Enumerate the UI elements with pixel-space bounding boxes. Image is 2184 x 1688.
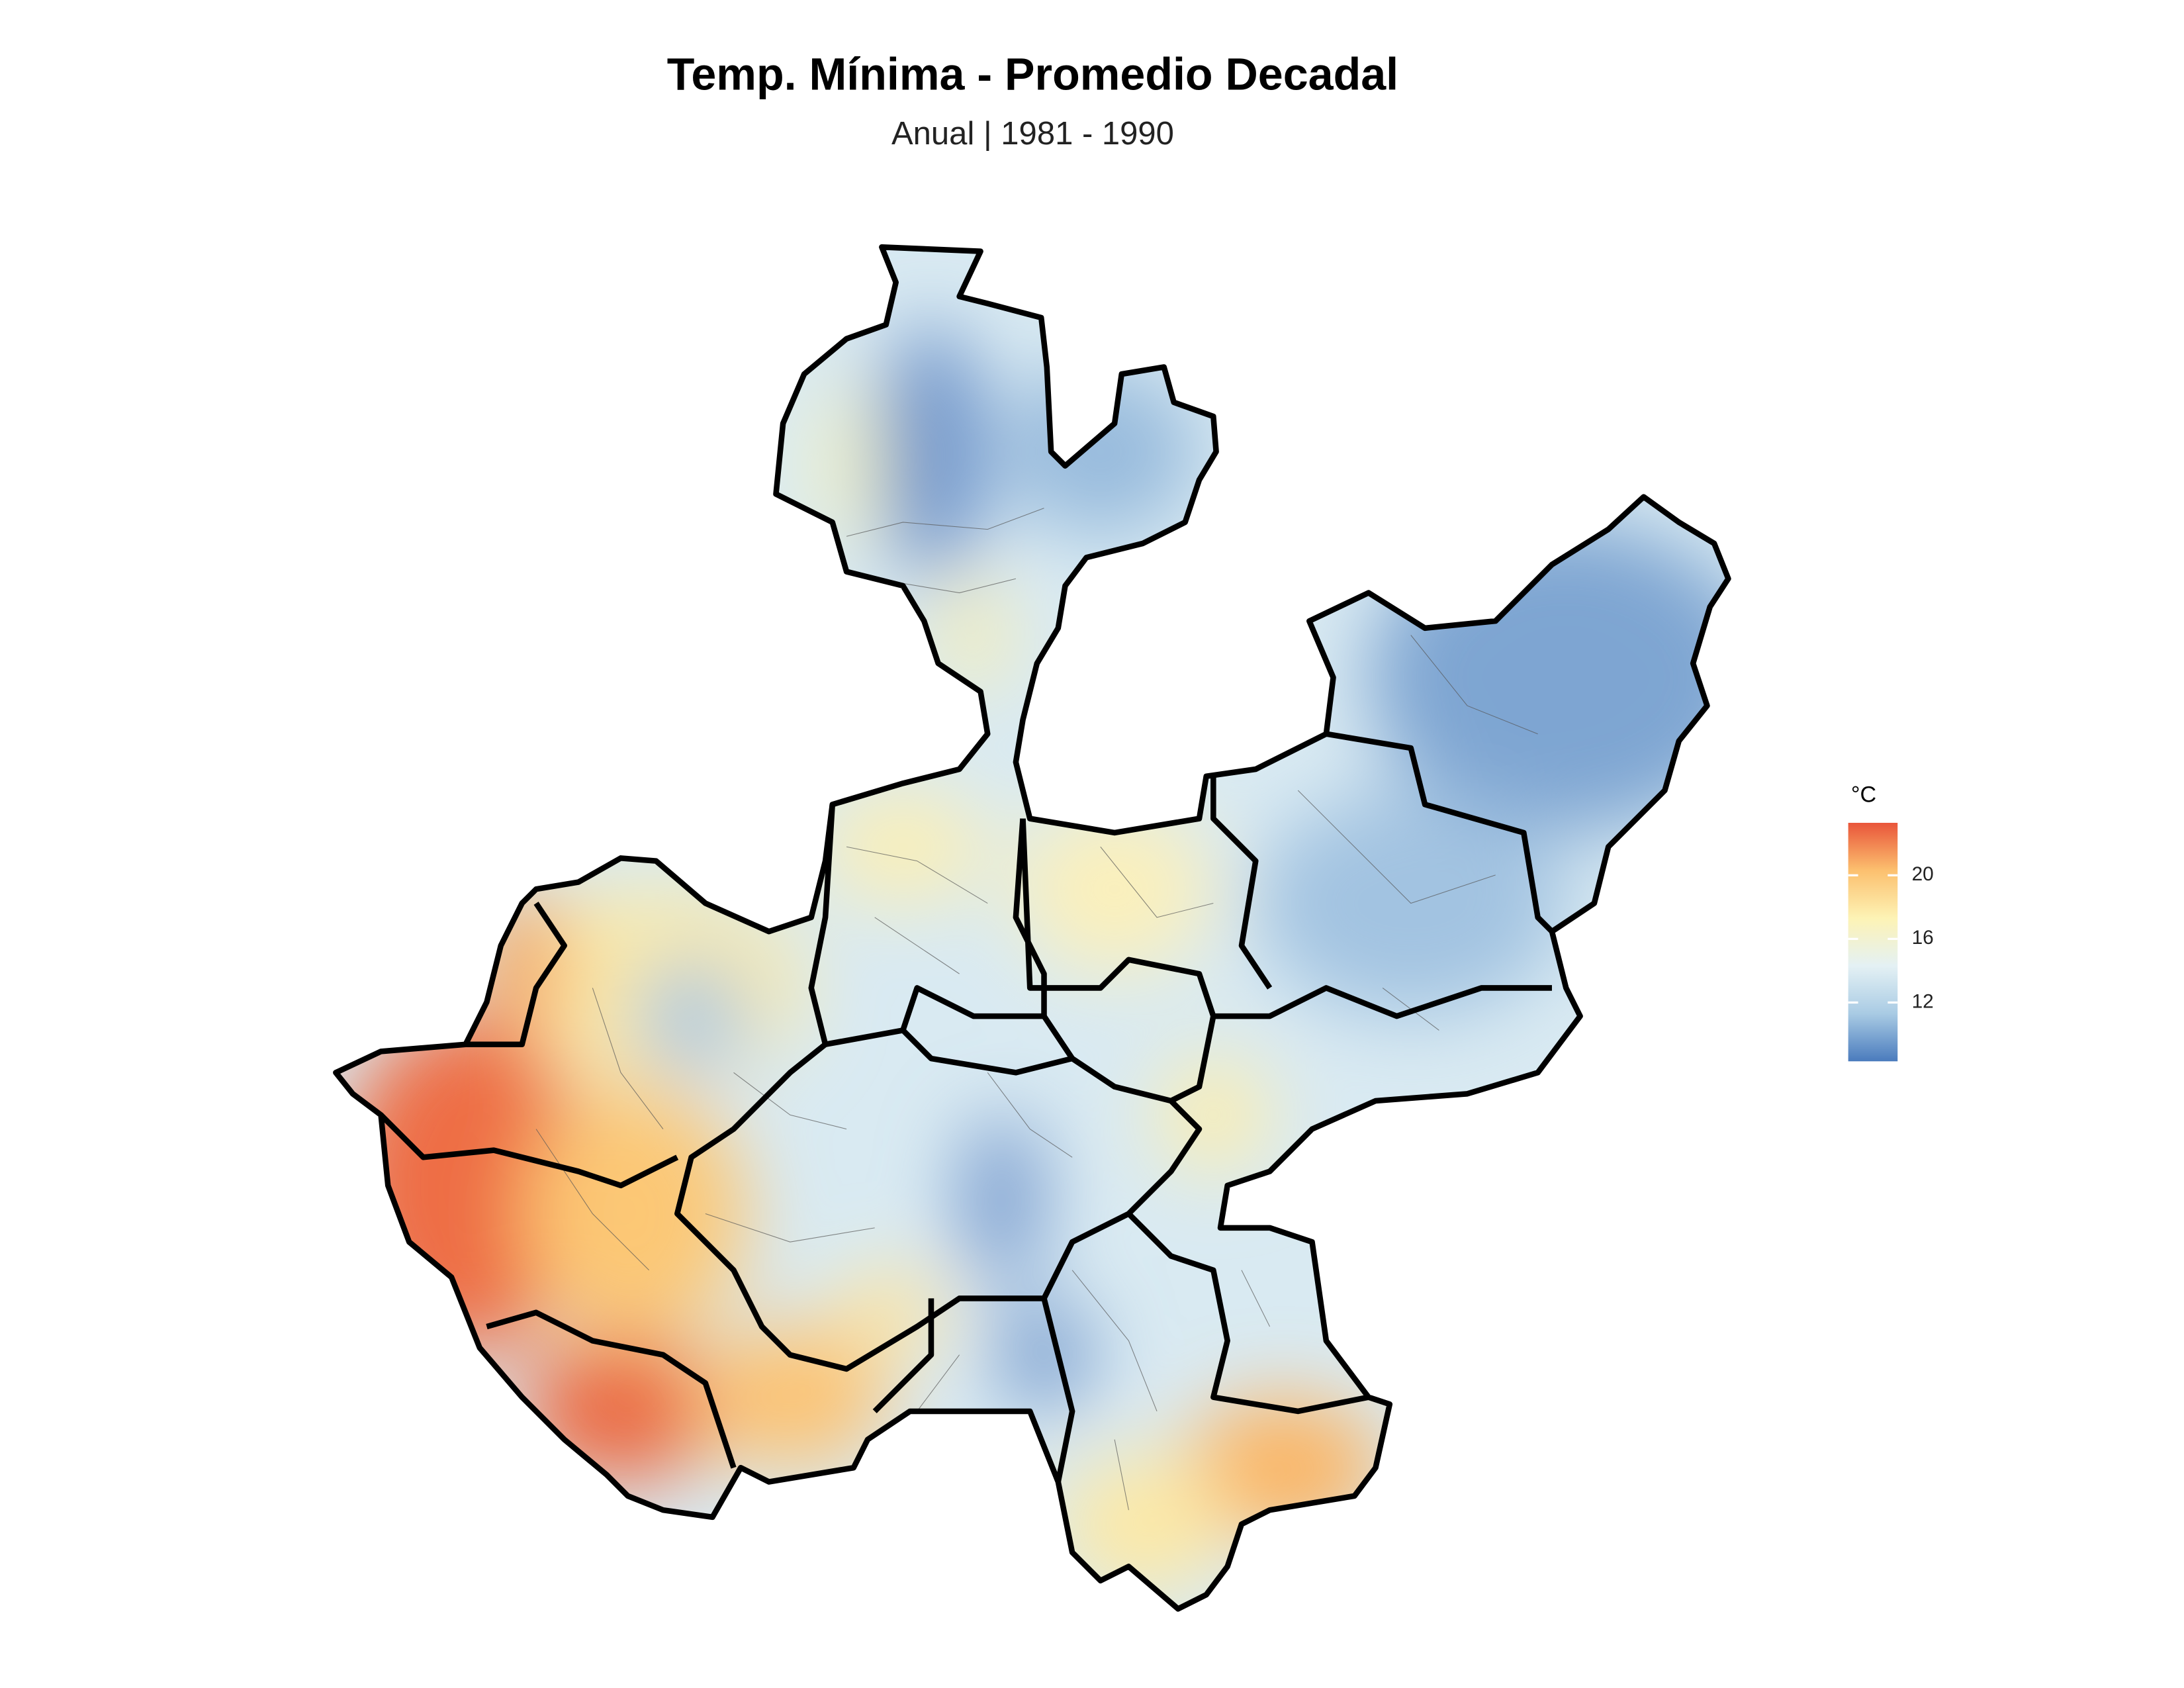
legend-tick-label: 16 — [1912, 927, 1934, 949]
legend-title: °C — [1851, 782, 1876, 808]
legend-tick-label: 20 — [1912, 863, 1934, 885]
legend: °C 12 16 20 — [1848, 782, 1934, 1062]
legend-tick-label: 12 — [1912, 990, 1934, 1012]
region-borders — [336, 247, 1728, 1609]
legend-colorbar — [1848, 823, 1898, 1062]
map-subtitle: Anual | 1981 - 1990 — [891, 116, 1174, 152]
map-title: Temp. Mínima - Promedio Decadal — [667, 49, 1398, 99]
temperature-surface — [336, 247, 1729, 1609]
